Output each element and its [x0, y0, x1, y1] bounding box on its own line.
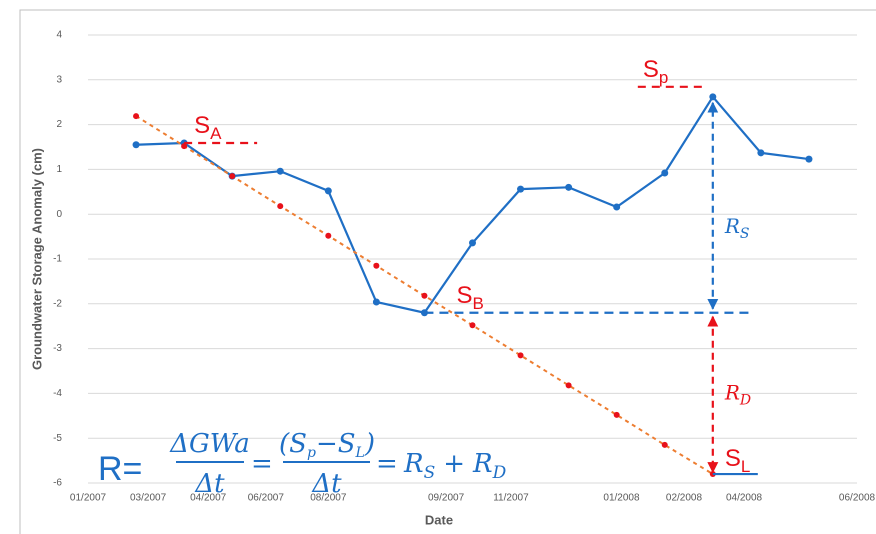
formula-sub: S	[424, 463, 436, 483]
x-tick-label: 06/2008	[839, 493, 876, 504]
x-tick-label: 04/2007	[190, 493, 227, 504]
rate-label: RD	[724, 380, 751, 408]
y-tick-label: 2	[56, 119, 62, 130]
x-tick-label: 01/2007	[70, 493, 107, 504]
data-point	[517, 185, 525, 193]
data-point	[613, 411, 620, 418]
formula-sub: L	[355, 445, 365, 461]
data-point	[661, 441, 668, 448]
data-point	[613, 203, 621, 211]
data-point	[565, 382, 572, 389]
y-tick-label: -3	[53, 343, 62, 354]
data-point	[565, 183, 573, 191]
y-tick-label: -4	[53, 388, 62, 399]
formula-equals: =	[376, 449, 398, 479]
y-tick-label: -2	[53, 298, 62, 309]
y-tick-label: -5	[53, 433, 62, 444]
rate-label: RS	[724, 214, 750, 242]
formula-numerator: (Sp−SL)	[279, 429, 375, 461]
frame	[19, 9, 876, 534]
formula-part: R	[472, 449, 493, 479]
data-point	[229, 173, 236, 180]
formula-denominator: Δt	[311, 469, 342, 499]
formula-part: −S	[316, 429, 356, 459]
x-tick-label: 03/2007	[130, 493, 167, 504]
formula-part: +	[443, 449, 465, 479]
formula: R= ΔGWa Δt = (Sp−SL) Δt = RS + RD	[98, 429, 507, 499]
y-tick-label: 4	[56, 30, 62, 41]
data-point	[324, 187, 332, 195]
data-point	[469, 239, 476, 247]
x-tick-label: 11/2007	[493, 493, 529, 504]
data-point	[517, 352, 524, 359]
point-label-sub: A	[210, 124, 222, 143]
rate-label-sub: D	[739, 392, 751, 408]
formula-numerator: ΔGWa	[169, 429, 250, 459]
point-label: SB	[456, 282, 483, 313]
data-point	[132, 141, 140, 149]
formula-equals: =	[251, 449, 273, 479]
plot-area	[88, 34, 857, 484]
data-point	[709, 93, 717, 101]
formula-sub: p	[307, 445, 316, 461]
x-tick-label: 08/2007	[310, 493, 347, 504]
point-label-sub: p	[659, 68, 668, 87]
x-tick-label: 04/2008	[726, 493, 763, 504]
formula-denominator: Δt	[194, 469, 225, 499]
point-label: SL	[725, 445, 750, 476]
formula-part: )	[364, 429, 375, 459]
series-line	[136, 94, 810, 314]
y-tick-label: -6	[53, 478, 62, 489]
x-tick-label: 09/2007	[428, 493, 465, 504]
data-point	[805, 155, 813, 163]
x-tick-label: 01/2008	[603, 493, 640, 504]
data-point	[181, 143, 188, 150]
data-point	[325, 232, 332, 239]
data-point	[372, 298, 380, 306]
x-axis-title: Date	[425, 512, 453, 527]
data-point	[421, 292, 428, 299]
formula-sub: D	[492, 463, 507, 483]
point-label: Sp	[643, 56, 668, 87]
point-label: SA	[194, 112, 222, 143]
y-tick-label: -1	[53, 254, 62, 265]
point-label-sub: L	[741, 457, 750, 476]
x-tick-label: 06/2007	[248, 493, 285, 504]
point-label-main: S	[194, 112, 210, 139]
rate-label-main: R	[724, 380, 740, 404]
y-axis-title: Groundwater Storage Anomaly (cm)	[29, 148, 44, 370]
y-tick-label: 3	[56, 74, 62, 85]
data-point	[373, 262, 380, 269]
formula-part: (S	[279, 429, 307, 459]
x-tick-label: 02/2008	[666, 493, 703, 504]
rate-label-main: R	[724, 214, 740, 238]
y-tick-label: 0	[56, 209, 62, 220]
y-tick-label: 1	[56, 164, 62, 175]
data-point	[661, 169, 669, 177]
formula-rhs: RS + RD	[403, 449, 507, 483]
data-point	[469, 322, 476, 329]
data-point	[276, 167, 284, 175]
formula-lead: R=	[98, 450, 142, 488]
point-label-main: S	[643, 56, 659, 83]
point-label-main: S	[456, 282, 472, 309]
data-point	[133, 113, 140, 120]
point-label-main: S	[725, 445, 741, 472]
formula-part: R	[403, 449, 424, 479]
data-point	[277, 203, 284, 210]
data-point	[757, 149, 765, 157]
point-label-sub: B	[472, 294, 483, 313]
rate-label-sub: S	[740, 226, 750, 242]
